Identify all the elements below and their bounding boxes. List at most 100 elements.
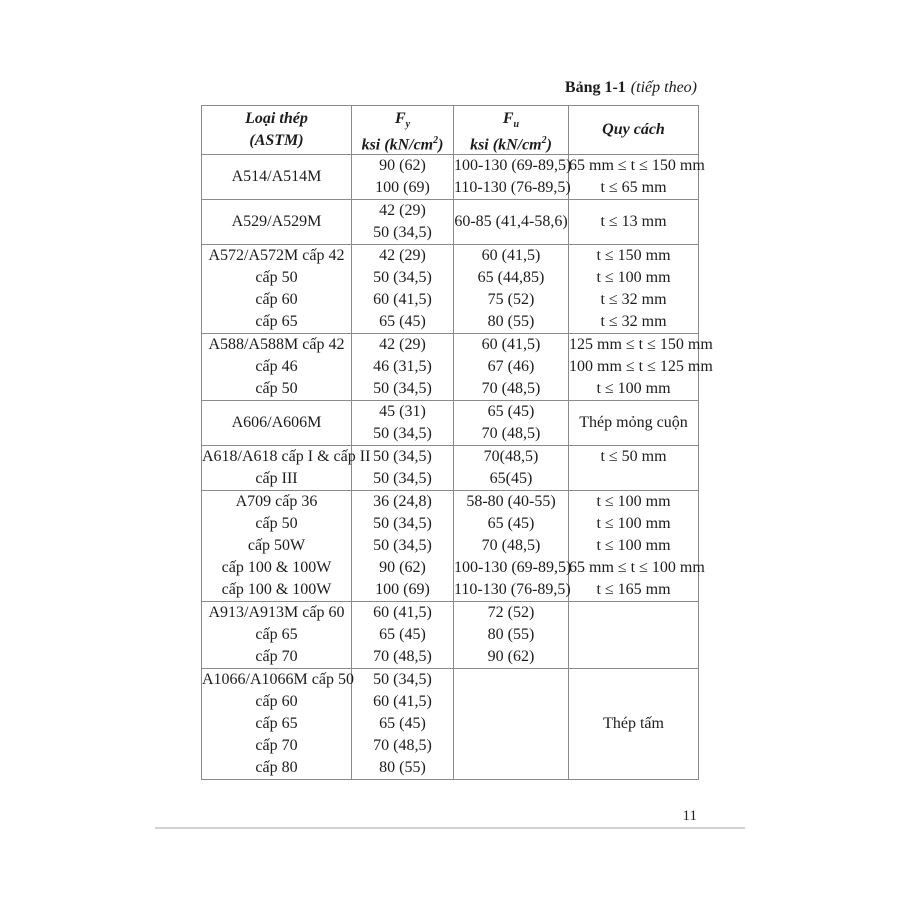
header-steel-line1: Loại thép — [245, 110, 308, 127]
cell-line: 50 (34,5) — [373, 671, 432, 688]
header-steel-line2: (ASTM) — [249, 132, 304, 149]
cell-line — [569, 468, 698, 490]
cell-spec: 65 mm ≤ t ≤ 150 mm t ≤ 65 mm — [568, 154, 705, 200]
cell-line: 50 (34,5) — [373, 470, 432, 487]
cell-fy: 42 (29) 46 (31,5) 50 (34,5) — [351, 333, 454, 401]
cell-fu: 65 (45) 70 (48,5) — [453, 400, 569, 446]
cell-fu: 60-85 (41,4-58,6) — [453, 199, 569, 245]
cell-line: 46 (31,5) — [373, 358, 432, 375]
cell-line: 65(45) — [489, 470, 533, 487]
table-row: A529/A529M 42 (29) 50 (34,5) 60-85 (41,4-58… — [201, 199, 699, 245]
header-spec-label: Quy cách — [602, 121, 665, 138]
cell-line: 70 (48,5) — [481, 537, 541, 554]
cell-fy: 36 (24,8) 50 (34,5) 50 (34,5) 90 (62) 100 (6… — [351, 490, 454, 602]
header-fy-unit-line: ksi (kN/cm2) — [352, 130, 453, 154]
header-fy-symbol-line: Fy — [352, 108, 453, 130]
cell-line: cấp 50 — [255, 380, 298, 397]
cell-line: 50 (34,5) — [373, 380, 432, 397]
cell-line: 90 (62) — [379, 157, 426, 174]
fy-unit-post: ) — [438, 136, 444, 154]
cell-line: 70(48,5) — [483, 448, 539, 465]
cell-line: cấp 100 & 100W — [221, 559, 332, 576]
fu-symbol: F — [502, 110, 514, 127]
footer-rule — [155, 827, 745, 829]
cell-line: 125 mm ≤ t ≤ 150 mm — [569, 336, 713, 353]
cell-line: 65 (45) — [487, 515, 535, 532]
cell-line: 45 (31) — [379, 403, 426, 420]
cell-steel: A618/A618 cấp I & cấp II cấp III — [201, 445, 370, 491]
fy-unit-pre: ksi (kN/cm — [361, 136, 434, 154]
cell-line: 67 (46) — [487, 358, 535, 375]
cell-line: 36 (24,8) — [373, 493, 432, 510]
cell-line: cấp 70 — [255, 648, 298, 665]
cell-line: t ≤ 100 mm — [596, 380, 671, 397]
header-cell-spec: Quy cách — [568, 105, 699, 155]
cell-fy: 50 (34,5) 50 (34,5) — [351, 445, 454, 491]
cell-line: 58-80 (40-55) — [466, 493, 556, 510]
fy-subscript: y — [405, 119, 411, 131]
table-caption-continued: (tiếp theo) — [630, 79, 697, 96]
cell-fy: 42 (29) 50 (34,5) — [351, 199, 454, 245]
table-row: A1066/A1066M cấp 50 cấp 60 cấp 65 cấp 70 cấp… — [201, 668, 699, 780]
cell-line: t ≤ 32 mm — [600, 291, 667, 308]
cell-line: 90 (62) — [487, 648, 535, 665]
cell-fy: 45 (31) 50 (34,5) — [351, 400, 454, 446]
cell-line: A529/A529M — [231, 213, 322, 230]
cell-line: t ≤ 32 mm — [600, 313, 667, 330]
steel-grades-table: Loại thép (ASTM) Fy ksi (kN/cm2) Fu ksi … — [201, 105, 713, 780]
cell-fu: 60 (41,5) 65 (44,85) 75 (52) 80 (55) — [453, 244, 569, 334]
fu-unit-post: ) — [546, 136, 552, 154]
cell-line: 50 (34,5) — [373, 537, 432, 554]
cell-line: t ≤ 165 mm — [596, 581, 671, 598]
cell-spec: t ≤ 100 mm t ≤ 100 mm t ≤ 100 mm 65 mm ≤ t … — [568, 490, 705, 602]
table-row: A709 cấp 36 cấp 50 cấp 50W cấp 100 & 100W cấ… — [201, 490, 705, 602]
cell-line: 50 (34,5) — [373, 448, 432, 465]
cell-line: 90 (62) — [379, 559, 426, 576]
cell-line: 100-130 (69-89,5) — [454, 559, 572, 576]
cell-line: A709 cấp 36 — [235, 493, 318, 510]
cell-steel: A529/A529M — [201, 199, 352, 245]
cell-line: cấp 65 — [255, 715, 298, 732]
cell-line: 65 (45) — [487, 403, 535, 420]
table-row: A913/A913M cấp 60 cấp 65 cấp 70 60 (41,5) 65… — [201, 601, 699, 669]
cell-line: 100 (69) — [375, 179, 430, 196]
cell-line: 65 mm ≤ t ≤ 150 mm — [569, 157, 705, 174]
cell-spec: t ≤ 50 mm — [568, 445, 699, 491]
cell-line: 70 (48,5) — [373, 737, 432, 754]
cell-steel: A588/A588M cấp 42 cấp 46 cấp 50 — [201, 333, 352, 401]
cell-fu: 58-80 (40-55) 65 (45) 70 (48,5) 100-130 (69… — [453, 490, 572, 602]
cell-line: 65 mm ≤ t ≤ 100 mm — [569, 559, 705, 576]
cell-fy: 60 (41,5) 65 (45) 70 (48,5) — [351, 601, 454, 669]
cell-line: A572/A572M cấp 42 — [208, 247, 345, 264]
header-fu-unit-line: ksi (kN/cm2) — [454, 130, 568, 154]
cell-line: cấp 50W — [247, 537, 306, 554]
fu-unit-sup: 2 — [541, 135, 547, 146]
cell-spec — [568, 601, 699, 669]
cell-line: 100 (69) — [375, 581, 430, 598]
cell-line: A1066/A1066M cấp 50 — [202, 671, 354, 688]
cell-line: 80 (55) — [487, 626, 535, 643]
table-caption: Bảng 1-1 (tiếp theo) — [201, 78, 697, 98]
table-caption-number: Bảng 1-1 — [564, 79, 626, 96]
cell-line: t ≤ 100 mm — [596, 269, 671, 286]
cell-line: t ≤ 13 mm — [600, 213, 667, 230]
cell-line: 80 (55) — [379, 759, 426, 776]
cell-line: cấp III — [255, 470, 298, 487]
fu-subscript: u — [513, 119, 520, 131]
cell-spec: 125 mm ≤ t ≤ 150 mm 100 mm ≤ t ≤ 125 mm t … — [568, 333, 713, 401]
cell-line: t ≤ 100 mm — [596, 537, 671, 554]
cell-line: t ≤ 150 mm — [596, 247, 671, 264]
cell-fy: 90 (62) 100 (69) — [351, 154, 454, 200]
cell-line: 60 (41,5) — [481, 336, 541, 353]
cell-steel: A1066/A1066M cấp 50 cấp 60 cấp 65 cấp 70 cấp… — [201, 668, 354, 780]
table-row: A618/A618 cấp I & cấp II cấp III 50 (34,5)… — [201, 445, 699, 491]
cell-line: 60-85 (41,4-58,6) — [454, 213, 568, 230]
cell-line: 60 (41,5) — [373, 693, 432, 710]
cell-steel: A709 cấp 36 cấp 50 cấp 50W cấp 100 & 100W cấ… — [201, 490, 352, 602]
table-body: A514/A514M 90 (62) 100 (69) 100-130 (69-89,… — [201, 154, 713, 780]
cell-steel: A514/A514M — [201, 154, 352, 200]
cell-line: cấp 50 — [255, 515, 298, 532]
cell-fy: 42 (29) 50 (34,5) 60 (41,5) 65 (45) — [351, 244, 454, 334]
cell-line: 75 (52) — [487, 291, 535, 308]
cell-fu: 60 (41,5) 67 (46) 70 (48,5) — [453, 333, 569, 401]
